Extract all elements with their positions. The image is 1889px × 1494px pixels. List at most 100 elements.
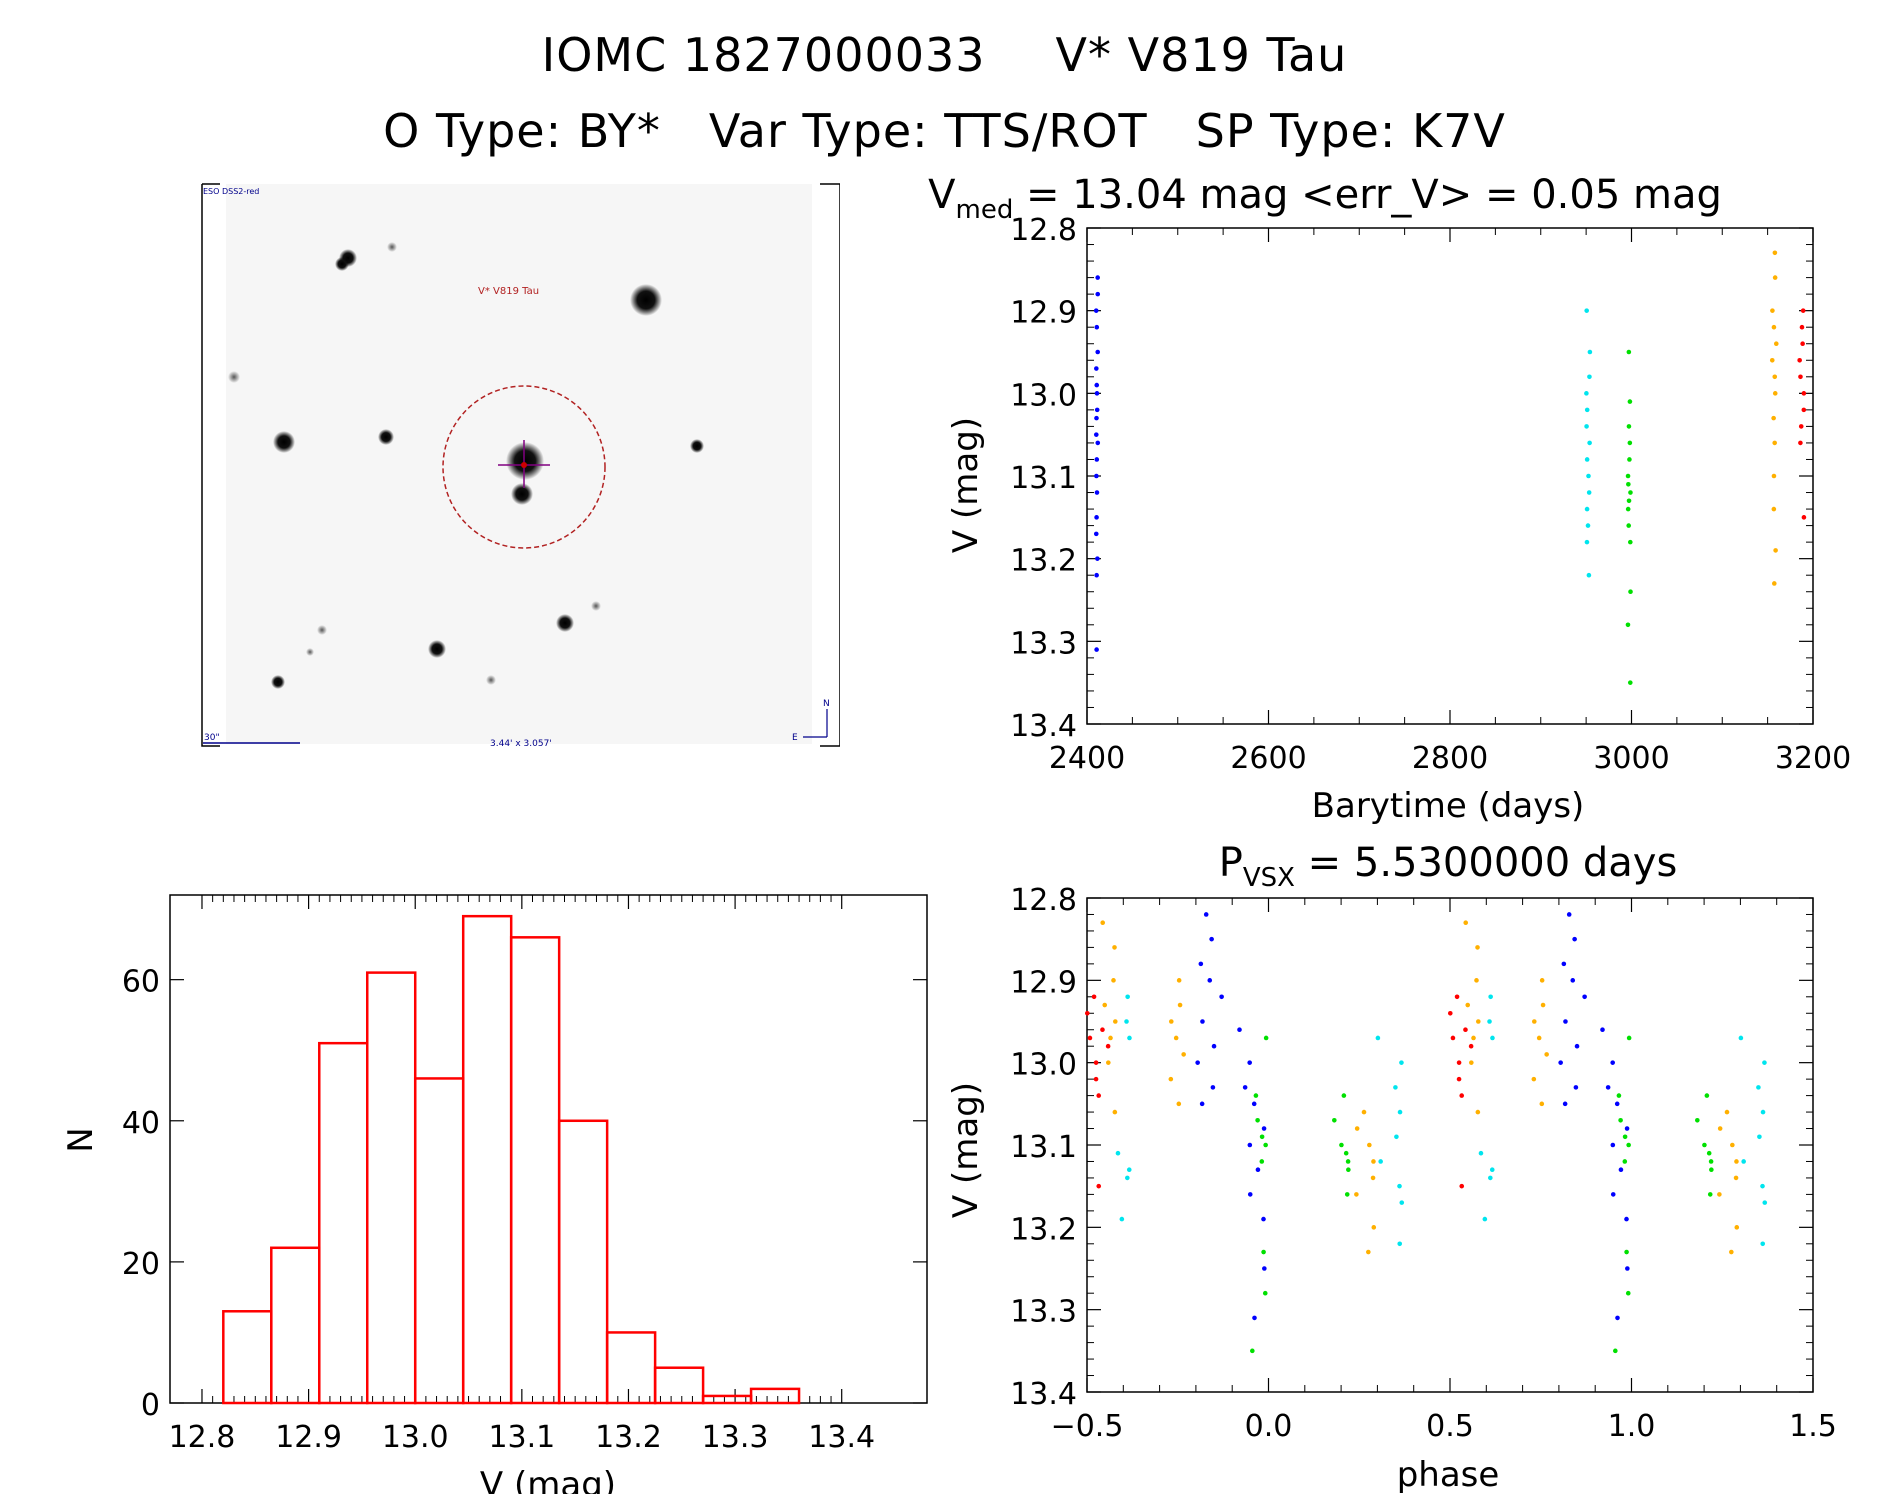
compass-north: N <box>823 699 830 709</box>
phased-point <box>1375 1035 1381 1041</box>
phased-point <box>1203 912 1209 917</box>
phased-point <box>1474 978 1479 983</box>
phased-point <box>1468 1043 1474 1049</box>
phased-point <box>1600 1027 1605 1033</box>
phased-point <box>1397 1109 1403 1115</box>
phased-point <box>1259 1134 1265 1140</box>
lightcurve-point <box>1095 291 1101 297</box>
phased-point <box>1734 1225 1740 1230</box>
phased-point <box>1199 1101 1205 1107</box>
phased-point <box>1263 1035 1269 1041</box>
phased-point <box>1397 1183 1402 1189</box>
compass-east: E <box>792 733 798 743</box>
lightcurve-title-sub: med <box>956 195 1014 225</box>
lightcurve-xlabel: Barytime (days) <box>1312 786 1585 826</box>
phased-point <box>1469 1060 1474 1065</box>
lightcurve-point <box>1769 357 1775 363</box>
lightcurve-point <box>1584 506 1590 512</box>
phased-point <box>1346 1167 1351 1172</box>
lightcurve-ytick-label: 13.3 <box>1010 626 1077 661</box>
lightcurve-point <box>1773 548 1778 553</box>
main-title-types: O Type: BY* Var Type: TTS/ROT SP Type: K7V <box>0 104 1889 158</box>
histogram-ytick-label: 20 <box>122 1247 160 1282</box>
phased-point <box>1250 1348 1255 1354</box>
lightcurve-point <box>1628 589 1633 595</box>
lightcurve-point <box>1628 490 1633 495</box>
phased-point <box>1558 1060 1563 1065</box>
histogram-bar <box>605 1331 657 1405</box>
phased-point <box>1087 1035 1093 1041</box>
lightcurve-point <box>1094 647 1099 652</box>
phased-point <box>1397 1241 1403 1247</box>
histogram-bar <box>222 1310 273 1405</box>
histogram-xtick-label: 13.2 <box>595 1420 662 1455</box>
lightcurve-point <box>1772 440 1777 446</box>
lightcurve-point <box>1095 349 1101 355</box>
lightcurve-point <box>1095 440 1101 446</box>
lightcurve-ytick-label: 13.0 <box>1010 378 1077 413</box>
phased-point <box>1253 1093 1259 1098</box>
phased-plot: PVSX = 5.5300000 days phase V (mag) −0.5… <box>946 840 1837 1494</box>
phased-point <box>1463 1027 1468 1033</box>
lightcurve-point <box>1798 374 1803 380</box>
phased-point <box>1562 1101 1568 1107</box>
lightcurve-point <box>1771 581 1777 586</box>
histogram-ytick-label: 40 <box>122 1106 160 1141</box>
phased-point <box>1115 1150 1121 1156</box>
phased-point <box>1724 1109 1730 1115</box>
phased-ytick-label: 12.8 <box>1010 883 1077 918</box>
phased-point <box>1459 1093 1465 1098</box>
lightcurve-point <box>1094 382 1100 388</box>
phased-xtick-label: 0.5 <box>1426 1409 1474 1444</box>
lightcurve-point <box>1585 523 1591 528</box>
lightcurve-point <box>1771 324 1777 330</box>
phased-point <box>1259 1159 1265 1164</box>
phased-point <box>1371 1159 1376 1164</box>
phased-point <box>1489 1167 1495 1172</box>
lightcurve-title: Vmed = 13.04 mag <err_V> = 0.05 mag <box>928 172 1722 225</box>
phased-point <box>1618 1167 1624 1172</box>
phased-point <box>1173 1035 1179 1041</box>
lightcurve-point <box>1772 250 1778 256</box>
lightcurve-point <box>1626 498 1632 504</box>
phased-point <box>1708 1159 1714 1164</box>
phased-xtick-label: 1.0 <box>1608 1409 1656 1444</box>
phased-point <box>1615 1315 1620 1321</box>
histogram-xtick-label: 13.4 <box>808 1420 875 1455</box>
compass-icon <box>803 709 828 738</box>
lightcurve-point <box>1771 473 1777 479</box>
phased-xtick-label: 0.0 <box>1245 1409 1293 1444</box>
phased-point <box>1361 1109 1367 1115</box>
histogram-ytick-label: 0 <box>141 1388 160 1423</box>
histogram-bar <box>749 1387 801 1405</box>
phased-point <box>1741 1159 1746 1164</box>
phased-point <box>1539 1101 1545 1107</box>
phased-point <box>1168 1076 1174 1082</box>
phased-point <box>1354 1126 1360 1131</box>
lightcurve-point <box>1095 556 1100 561</box>
lightcurve-point <box>1587 374 1592 380</box>
phased-point <box>1106 1060 1111 1065</box>
phased-point <box>1733 1175 1739 1181</box>
lightcurve-point <box>1584 424 1589 429</box>
phased-point <box>1544 1052 1549 1057</box>
phased-point <box>1450 1035 1456 1041</box>
phased-point <box>1252 1315 1257 1321</box>
lightcurve-xtick-label: 3000 <box>1593 741 1669 776</box>
phased-point <box>1100 1027 1105 1033</box>
lightcurve-point <box>1627 399 1633 404</box>
lightcurve-point <box>1094 572 1099 578</box>
phased-point <box>1247 1142 1253 1148</box>
lightcurve-ytick-label: 12.8 <box>1010 213 1077 248</box>
scale-label: 30" <box>204 733 220 743</box>
phased-point <box>1478 1150 1484 1156</box>
phased-point <box>1624 1249 1629 1255</box>
lightcurve-point <box>1626 349 1632 355</box>
histogram-xtick-label: 13.0 <box>382 1420 449 1455</box>
lightcurve-xtick-label: 2600 <box>1230 741 1306 776</box>
phased-point <box>1339 1142 1344 1148</box>
phased-point <box>1614 1101 1620 1107</box>
target-label: V* V819 Tau <box>478 286 539 297</box>
phased-point <box>1093 1060 1099 1065</box>
histogram-xtick-label: 13.1 <box>488 1420 555 1455</box>
